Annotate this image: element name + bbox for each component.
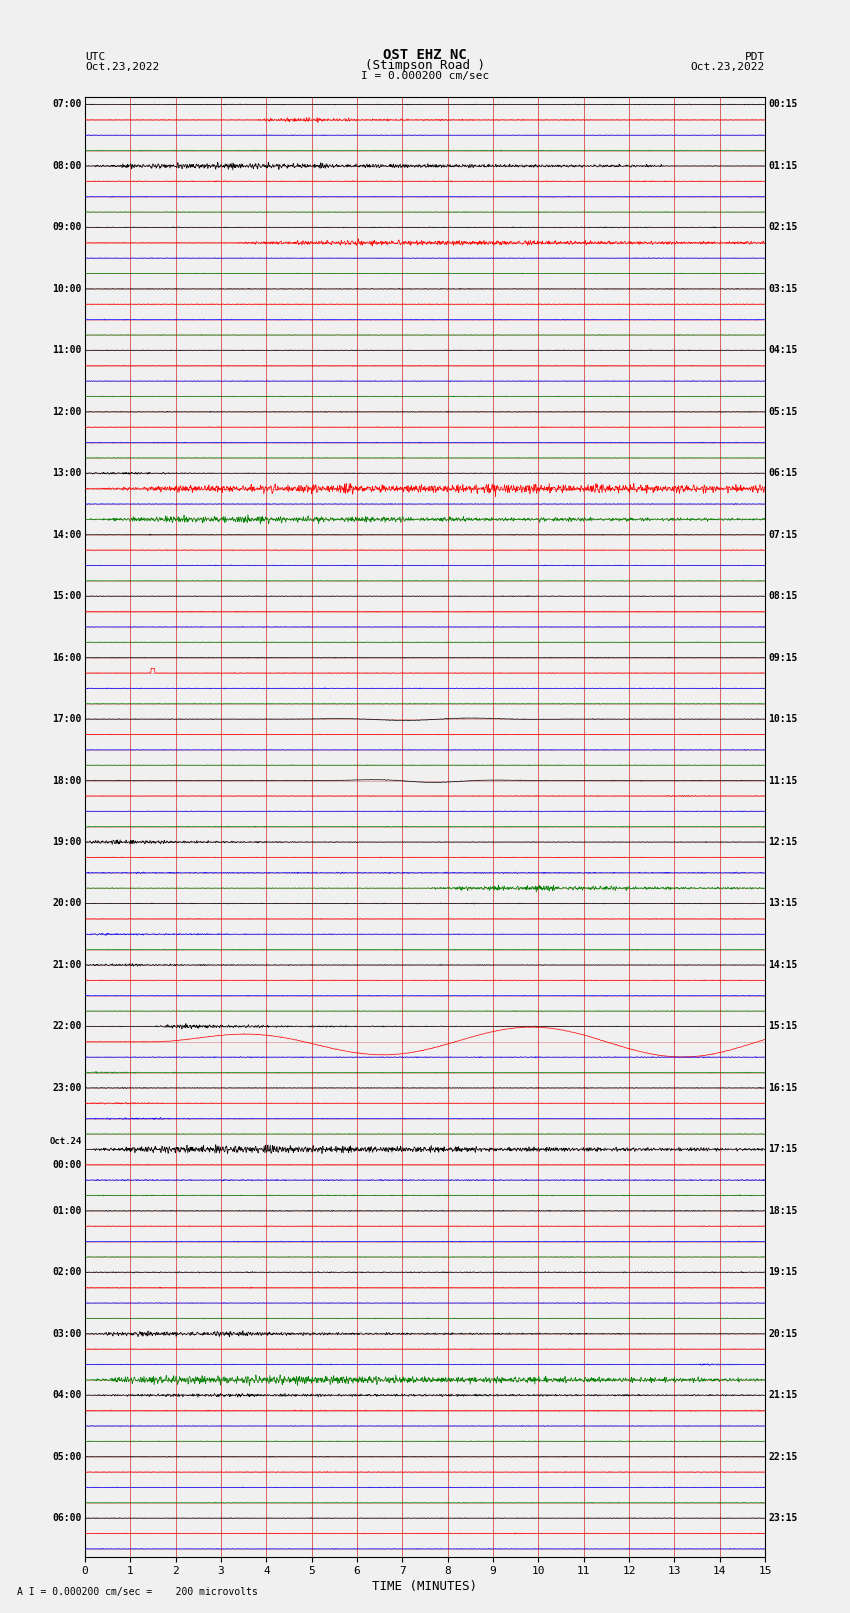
Text: UTC: UTC [85,52,105,63]
Text: 15:15: 15:15 [768,1021,798,1031]
X-axis label: TIME (MINUTES): TIME (MINUTES) [372,1581,478,1594]
Text: I = 0.000200 cm/sec: I = 0.000200 cm/sec [361,71,489,82]
Text: 06:00: 06:00 [52,1513,82,1523]
Text: 01:15: 01:15 [768,161,798,171]
Text: 12:00: 12:00 [52,406,82,416]
Text: 07:00: 07:00 [52,100,82,110]
Text: 19:15: 19:15 [768,1268,798,1277]
Text: 00:00: 00:00 [52,1160,82,1169]
Text: 20:00: 20:00 [52,898,82,908]
Text: (Stimpson Road ): (Stimpson Road ) [365,58,485,71]
Text: 04:15: 04:15 [768,345,798,355]
Text: 14:00: 14:00 [52,529,82,540]
Text: 21:15: 21:15 [768,1390,798,1400]
Text: 10:00: 10:00 [52,284,82,294]
Text: 19:00: 19:00 [52,837,82,847]
Text: 07:15: 07:15 [768,529,798,540]
Text: 13:15: 13:15 [768,898,798,908]
Text: 20:15: 20:15 [768,1329,798,1339]
Text: 09:00: 09:00 [52,223,82,232]
Text: 05:15: 05:15 [768,406,798,416]
Text: PDT: PDT [745,52,765,63]
Text: 09:15: 09:15 [768,653,798,663]
Text: 14:15: 14:15 [768,960,798,969]
Text: 15:00: 15:00 [52,592,82,602]
Text: 01:00: 01:00 [52,1207,82,1216]
Text: 23:00: 23:00 [52,1082,82,1094]
Text: 04:00: 04:00 [52,1390,82,1400]
Text: 08:15: 08:15 [768,592,798,602]
Text: 03:00: 03:00 [52,1329,82,1339]
Text: 12:15: 12:15 [768,837,798,847]
Text: 22:00: 22:00 [52,1021,82,1031]
Text: 10:15: 10:15 [768,715,798,724]
Text: 16:15: 16:15 [768,1082,798,1094]
Text: 03:15: 03:15 [768,284,798,294]
Text: Oct.24: Oct.24 [49,1137,82,1147]
Text: 00:15: 00:15 [768,100,798,110]
Text: OST EHZ NC: OST EHZ NC [383,48,467,63]
Text: 02:15: 02:15 [768,223,798,232]
Text: 16:00: 16:00 [52,653,82,663]
Text: 02:00: 02:00 [52,1268,82,1277]
Text: 17:00: 17:00 [52,715,82,724]
Text: 17:15: 17:15 [768,1144,798,1155]
Text: 13:00: 13:00 [52,468,82,477]
Text: 22:15: 22:15 [768,1452,798,1461]
Text: 06:15: 06:15 [768,468,798,477]
Text: 18:15: 18:15 [768,1207,798,1216]
Text: A I = 0.000200 cm/sec =    200 microvolts: A I = 0.000200 cm/sec = 200 microvolts [17,1587,258,1597]
Text: Oct.23,2022: Oct.23,2022 [691,61,765,71]
Text: 21:00: 21:00 [52,960,82,969]
Text: 23:15: 23:15 [768,1513,798,1523]
Text: 05:00: 05:00 [52,1452,82,1461]
Text: 08:00: 08:00 [52,161,82,171]
Text: 11:15: 11:15 [768,776,798,786]
Text: 11:00: 11:00 [52,345,82,355]
Text: Oct.23,2022: Oct.23,2022 [85,61,159,71]
Text: 18:00: 18:00 [52,776,82,786]
